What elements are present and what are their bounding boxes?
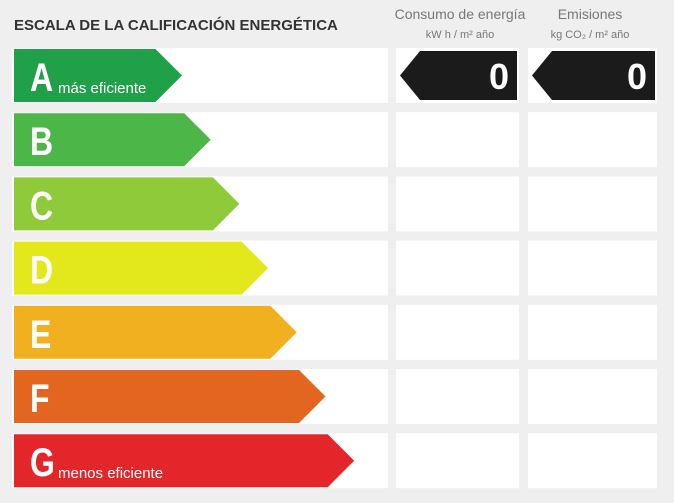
value-cell — [528, 240, 657, 296]
value-cell — [528, 369, 657, 424]
value-cell — [528, 112, 657, 168]
rating-arrow — [14, 241, 269, 295]
value-cell — [528, 176, 657, 232]
title: ESCALA DE LA CALIFICACIÓN ENERGÉTICA — [14, 16, 338, 34]
value-cell — [396, 369, 519, 424]
rating-arrow — [14, 305, 297, 359]
column-unit: kg CO₂ / m² año — [551, 29, 630, 41]
rating-arrow — [14, 177, 240, 231]
rating-arrow — [14, 370, 326, 423]
value-cell — [396, 304, 519, 360]
rating-letter: E — [30, 311, 51, 356]
column-header: Emisiones — [558, 6, 623, 22]
value-cell — [396, 176, 519, 232]
value-indicator — [532, 51, 655, 100]
column-header: Consumo de energía — [395, 6, 526, 22]
value-cell — [528, 304, 657, 360]
value-text: 0 — [627, 56, 647, 97]
rating-arrow — [14, 49, 182, 102]
value-indicator — [400, 51, 517, 100]
rating-letter: F — [30, 376, 50, 421]
column-unit: kW h / m² año — [426, 29, 494, 41]
value-cell — [528, 433, 657, 489]
rating-label: menos eficiente — [58, 465, 163, 482]
value-cell — [396, 433, 519, 489]
rating-arrow — [14, 434, 355, 488]
rating-label: más eficiente — [58, 80, 146, 97]
value-cell — [396, 112, 519, 168]
value-text: 0 — [489, 56, 509, 97]
rating-letter: B — [30, 119, 53, 164]
rating-letter: G — [30, 440, 55, 485]
rating-letter: D — [30, 247, 53, 292]
rating-letter: C — [30, 183, 53, 228]
rating-letter: A — [30, 55, 53, 100]
rating-arrow — [14, 113, 211, 167]
value-cell — [396, 240, 519, 296]
